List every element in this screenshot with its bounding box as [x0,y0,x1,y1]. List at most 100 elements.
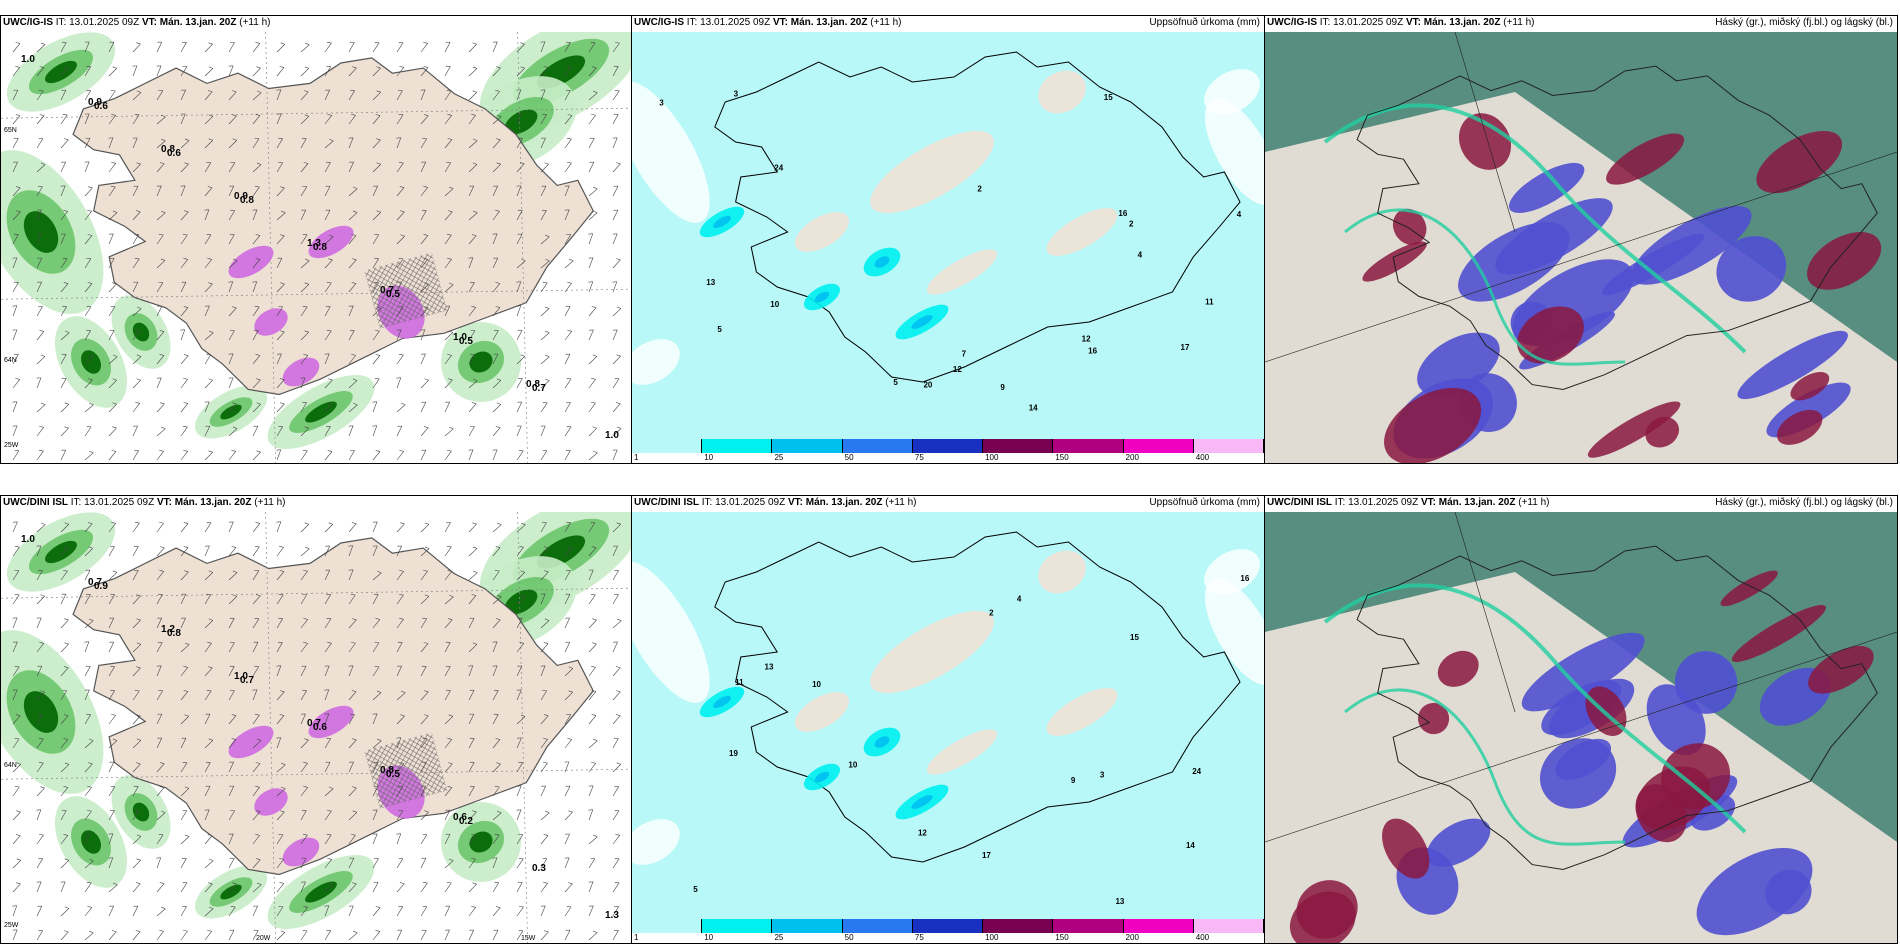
wind-barb [444,570,453,581]
wind-barb [420,546,430,557]
wind-barb [612,569,619,581]
wind-barb [396,306,404,317]
wind-value-label: 0.6 [167,148,181,159]
land-no-precip [870,610,994,694]
wind-shade-dark [504,109,538,135]
wind-barb [468,42,477,53]
precip-value-label: 2 [989,608,994,617]
cloud-map[interactable] [1265,512,1897,943]
wind-barb [252,569,260,581]
precip-map[interactable]: 5 7 2 3 4 5 12 13 16 24 10 17 20 14 15 9 12 16 11 2 3 4 [632,32,1264,439]
wind-barb [84,641,90,653]
wind-value-label: 0.7 [307,718,321,729]
wind-barb [108,522,116,533]
wind-barb [540,762,548,773]
wind-map[interactable]: 1.0 0.6 0.6 0.8 0.8 0.5 0.5 0.7 1.0 0.9 0.8 0.9 1.3 0… [1,32,631,463]
wind-barb [564,233,572,245]
wind-barb [60,233,66,245]
wind-barb [132,858,141,869]
wind-barb [108,545,115,557]
wind-barb [540,306,550,317]
wind-shade-dark [81,350,101,374]
wind-barb [612,714,621,725]
wind-barb [444,618,453,629]
precip-map[interactable]: 2 9 10 19 13 12 15 14 17 24 11 16 13 10 5 3 4 [632,512,1264,919]
wind-barb [348,713,355,725]
wind-barb [60,786,69,797]
wind-barb [612,449,618,461]
wind-barb [12,714,21,725]
wind-barb [540,857,548,869]
precip-value-label: 20 [923,380,932,389]
cloud-map[interactable] [1265,32,1897,463]
wind-barb [252,137,260,149]
wind-barb [420,929,427,941]
wind-barb [420,114,429,125]
wind-barb [372,41,380,53]
wind-barb [516,522,526,533]
colorbar-tick-label: 200 [1125,453,1139,462]
wind-barb [132,65,138,77]
wind-barb [228,714,237,725]
wind-shade-dark [44,60,78,84]
wind-barb [108,833,114,845]
wind-shade-dark [469,351,493,373]
wind-barb [492,66,501,77]
wind-barb [492,810,502,821]
colorbar-tick-label: 100 [985,453,999,462]
wind-barb [564,138,572,149]
wind-barb [396,570,404,581]
land-no-precip [870,130,994,214]
wind-barb [540,258,550,269]
wind-barb [540,449,548,461]
wind-barb [60,809,67,821]
wind-barb [612,881,620,893]
wind-map[interactable]: 1.0 0.9 0.8 0.7 0.6 0.5 0.2 0.3 1.3 0.7 1.2 1.0 0.7 0… [1,512,631,943]
low-cloud-area [1776,409,1823,445]
precip-value-label: 4 [1237,210,1242,219]
wind-barb [108,426,117,437]
graticule-line [1265,151,1897,363]
wind-barb [612,618,622,629]
wind-barb [372,114,381,125]
wind-barb [396,354,404,365]
wind-shade-dark [220,884,242,900]
wind-barb [60,114,68,125]
wind-barb [12,425,18,437]
colorbar-tick-label: 10 [704,453,714,462]
wind-barb [492,353,499,365]
wind-barb [324,665,330,677]
wind-barb [444,161,451,173]
wind-barb [468,257,474,269]
panel-field-title: Háský (gr.), miðský (fj.bl.) og lágský (… [1715,497,1893,508]
wind-barb [396,186,405,197]
wind-barb [84,305,92,317]
precip-value-label: 13 [706,278,715,287]
wind-barb [60,689,68,701]
wind-barb [180,138,190,149]
wind-barb [540,89,546,101]
wind-barb [108,570,118,581]
wind-barb [180,666,189,677]
wind-map-svg: 1.00.90.80.70.60.50.20.31.30.71.21.00.70… [1,512,631,943]
wind-barb [132,378,141,389]
wind-barb [36,42,46,53]
wind-purple-area [308,225,354,259]
precip-value-label: 16 [1240,574,1249,583]
precip-value-label: 13 [765,662,774,671]
wind-barb [276,546,284,557]
panel-dini-precip: UWC/DINI ISL IT: 13.01.2025 09Z VT: Mán.… [631,495,1265,944]
wind-barb [492,594,502,605]
wind-barb [252,617,260,629]
wind-barb [276,665,282,677]
low-cloud-area [1382,818,1430,879]
wind-barb [108,809,115,821]
no-precip-area [632,561,710,703]
wind-barb [396,882,405,893]
wind-barb [300,857,307,869]
wind-barb [372,570,382,581]
wind-barb [612,402,621,413]
wind-barb [84,810,92,821]
wind-barb [60,41,67,53]
panel-title: UWC/IG-IS IT: 13.01.2025 09Z VT: Mán. 13… [634,17,902,28]
